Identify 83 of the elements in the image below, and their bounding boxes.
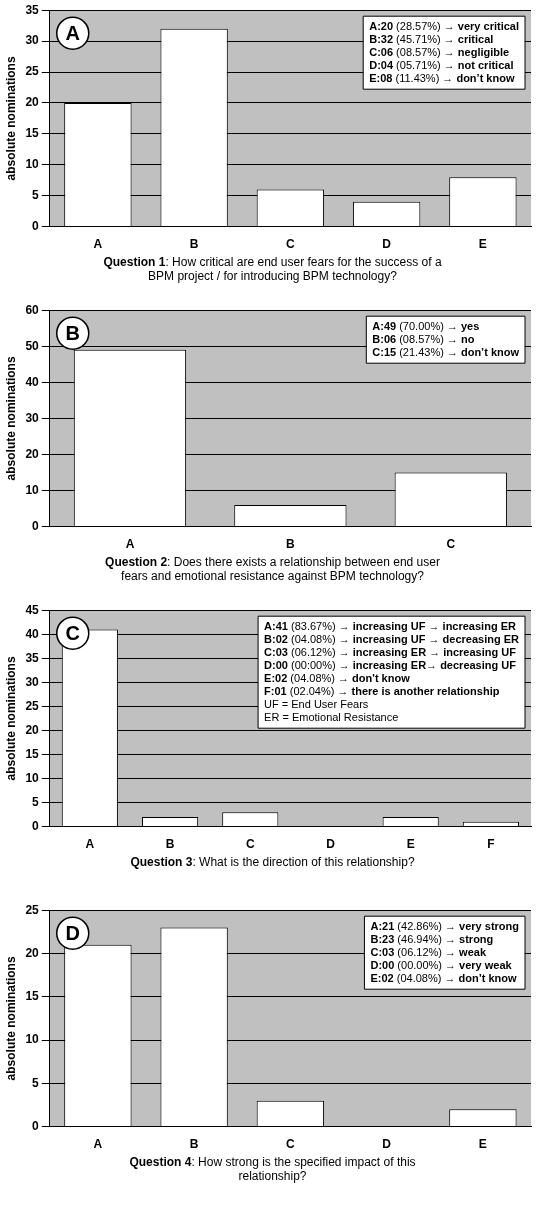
annotation: A:49 (70.00%) → yes bbox=[372, 319, 480, 332]
annotation: C:03 (06.12%) → weak bbox=[370, 945, 487, 958]
y-axis-title: absolute nominations bbox=[3, 356, 18, 481]
annotation: E:02 (04.08%) → don’t know bbox=[370, 971, 517, 984]
annotation: D:00 (00:00%) → increasing ER→ decreasing UF bbox=[264, 658, 517, 671]
y-tick-label: 0 bbox=[32, 818, 40, 833]
y-tick-label: 40 bbox=[25, 626, 40, 641]
annotation: C:03 (06.12%) → increasing ER → increasing UF bbox=[264, 645, 517, 658]
y-tick-label: 20 bbox=[25, 446, 40, 461]
y-tick-label: 5 bbox=[32, 794, 40, 809]
x-tick-label: D bbox=[382, 237, 392, 252]
annotation: A:41 (83.67%) → increasing UF → increasing ER bbox=[264, 619, 516, 632]
y-tick-label: 30 bbox=[25, 674, 40, 689]
y-tick-label: 25 bbox=[25, 902, 40, 917]
y-tick-label: 50 bbox=[25, 338, 40, 353]
annotation: E:02 (04.08%) → don't know bbox=[264, 671, 411, 684]
x-tick-label: F bbox=[487, 837, 495, 852]
text: Question 2: Does there exists a relationship between end user fears and emotional resistance against BPM technology? bbox=[104, 555, 441, 583]
y-tick-label: 0 bbox=[32, 518, 40, 533]
y-tick-label: 10 bbox=[25, 770, 40, 785]
y-tick-label: 30 bbox=[25, 410, 40, 425]
annotation: C:15 (21.43%) → don’t know bbox=[372, 345, 520, 358]
annotation: A:21 (42.86%) → very strong bbox=[370, 919, 520, 932]
y-tick-label: 35 bbox=[25, 2, 40, 17]
annotation: D bbox=[65, 921, 80, 944]
y-tick-label: 60 bbox=[25, 302, 40, 317]
y-tick-label: 20 bbox=[25, 95, 40, 110]
annotation: F:01 (02.04%) → there is another relationship bbox=[264, 684, 500, 697]
text: Question 1: How critical are end user fears for the success of a BPM project / for introducing BPM technology? bbox=[102, 255, 443, 283]
annotation: C bbox=[65, 621, 80, 644]
y-tick-label: 20 bbox=[25, 945, 40, 960]
y-tick-label: 25 bbox=[25, 698, 40, 713]
y-axis-title: absolute nominations bbox=[3, 656, 18, 781]
y-tick-label: 25 bbox=[25, 64, 40, 79]
x-tick-label: C bbox=[446, 537, 456, 552]
annotation: A bbox=[65, 21, 80, 44]
y-axis-title: absolute nominations bbox=[3, 956, 18, 1081]
y-tick-label: 0 bbox=[32, 1118, 40, 1133]
annotation: B:06 (08.57%) → no bbox=[372, 332, 475, 345]
x-tick-label: E bbox=[406, 837, 415, 852]
x-tick-label: A bbox=[85, 837, 95, 852]
y-tick-label: 5 bbox=[32, 1075, 40, 1090]
y-tick-label: 10 bbox=[25, 157, 40, 172]
y-tick-label: 20 bbox=[25, 722, 40, 737]
x-tick-label: C bbox=[286, 237, 296, 252]
y-tick-label: 45 bbox=[25, 602, 40, 617]
annotation: D:00 (00.00%) → very weak bbox=[370, 958, 513, 971]
y-tick-label: 10 bbox=[25, 1032, 40, 1047]
x-tick-label: E bbox=[478, 237, 487, 252]
x-tick-label: B bbox=[189, 237, 199, 252]
y-tick-label: 0 bbox=[32, 218, 40, 233]
x-tick-label: C bbox=[245, 837, 255, 852]
y-tick-label: 10 bbox=[25, 482, 40, 497]
y-tick-label: 15 bbox=[25, 746, 40, 761]
x-tick-label: B bbox=[165, 837, 175, 852]
y-tick-label: 5 bbox=[32, 188, 40, 202]
x-tick-label: D bbox=[326, 837, 336, 852]
text: Question 4: How strong is the specified impact of this relationship? bbox=[128, 1155, 417, 1183]
annotation: ER = Emotional Resistance bbox=[264, 710, 399, 723]
x-tick-label: A bbox=[125, 537, 135, 552]
x-tick-label: B bbox=[189, 1137, 199, 1152]
annotation: B:23 (46.94%) → strong bbox=[370, 932, 494, 945]
y-tick-label: 30 bbox=[25, 33, 40, 48]
annotation: B:32 (45.71%) → critical bbox=[369, 32, 494, 45]
x-tick-label: B bbox=[286, 537, 296, 552]
annotation: UF = End User Fears bbox=[264, 697, 369, 710]
x-tick-label: A bbox=[93, 237, 103, 252]
y-axis-title: absolute nominations bbox=[3, 56, 18, 181]
y-tick-label: 15 bbox=[25, 989, 40, 1004]
annotation: A:20 (28.57%) → very critical bbox=[369, 19, 520, 32]
x-tick-label: D bbox=[382, 1137, 392, 1152]
x-tick-label: C bbox=[286, 1137, 296, 1152]
y-tick-label: 35 bbox=[25, 650, 40, 665]
text: Question 3: What is the direction of this relationship? bbox=[129, 855, 416, 869]
annotation: C:06 (08.57%) → negligible bbox=[369, 45, 510, 58]
annotation: E:08 (11.43%) → don’t know bbox=[369, 71, 515, 84]
y-tick-label: 15 bbox=[25, 126, 40, 141]
annotation: B:02 (04.08%) → increasing UF → decreasing ER bbox=[264, 632, 520, 645]
y-tick-label: 40 bbox=[25, 374, 40, 389]
annotation: D:04 (05.71%) → not critical bbox=[369, 58, 514, 71]
x-tick-label: E bbox=[478, 1137, 487, 1152]
x-tick-label: A bbox=[93, 1137, 103, 1152]
annotation: B bbox=[65, 321, 80, 344]
